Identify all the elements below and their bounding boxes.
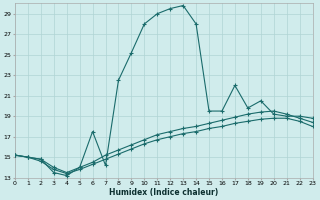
X-axis label: Humidex (Indice chaleur): Humidex (Indice chaleur)	[109, 188, 218, 197]
